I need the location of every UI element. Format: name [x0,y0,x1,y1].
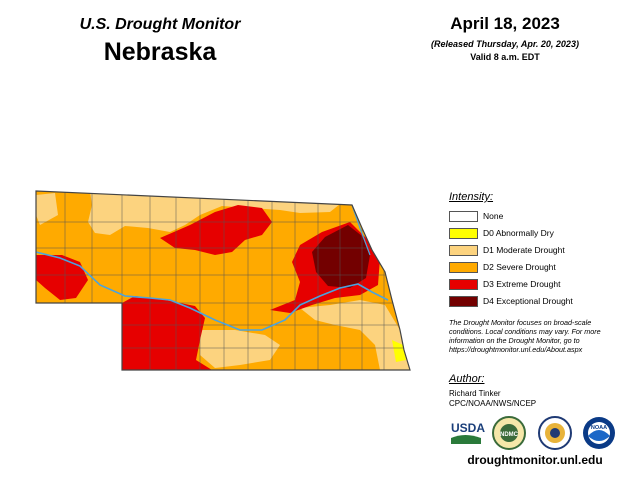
d4-region [312,225,370,288]
legend-title: Intensity: [449,191,494,203]
d1-region-southeast [300,300,410,370]
state-outline [35,190,411,371]
svg-text:USDA: USDA [451,421,485,435]
d3-region-panhandle [36,255,88,300]
agency-logos: USDA NDMC NOAA [451,416,615,450]
legend-item-d4: D4 Exceptional Drought [449,295,573,307]
legend-label: D4 Exceptional Drought [483,296,573,306]
legend-label: None [483,211,504,221]
legend-swatch [449,261,478,273]
doc-seal-logo [538,416,572,450]
legend-label: D2 Severe Drought [483,262,556,272]
legend-item-d0: D0 Abnormally Dry [449,227,554,239]
legend-label: D3 Extreme Drought [483,279,561,289]
d1-region-south [200,330,280,368]
usda-logo: USDA [451,421,485,444]
platte-river [35,251,389,331]
map-date: April 18, 2023 [450,14,560,33]
legend-swatch [449,244,478,256]
legend-item-d1: D1 Moderate Drought [449,244,565,256]
author-heading: Author: [449,373,485,385]
footer-url[interactable]: droughtmonitor.unl.edu [467,453,603,467]
legend-swatch [449,278,478,290]
ndmc-logo: NDMC [492,416,526,450]
state-title: Nebraska [103,38,217,66]
missouri-river [351,204,371,256]
legend-swatch [449,210,478,222]
legend-item-none: None [449,210,503,222]
release-date: (Released Thursday, Apr. 20, 2023) [431,39,579,49]
program-title: U.S. Drought Monitor [79,16,241,33]
legend-item-d2: D2 Severe Drought [449,261,556,273]
legend-item-d3: D3 Extreme Drought [449,278,560,290]
legend-label: D1 Moderate Drought [483,245,565,255]
d3-region-sandhills [160,205,272,255]
valid-time: Valid 8 a.m. EDT [470,52,540,62]
d1-region-northwest [36,193,58,225]
legend-swatch [449,227,478,239]
author-org: CPC/NOAA/NWS/NCEP [449,399,537,408]
disclaimer-note: The Drought Monitor focuses on broad-sca… [449,318,601,354]
noaa-logo: NOAA [583,417,615,449]
svg-text:NDMC: NDMC [500,432,519,438]
legend-swatch [449,295,478,307]
d3-region-southwest [122,296,212,370]
author-name: Richard Tinker [449,389,501,398]
legend-label: D0 Abnormally Dry [483,228,554,238]
svg-text:NOAA: NOAA [591,425,607,431]
